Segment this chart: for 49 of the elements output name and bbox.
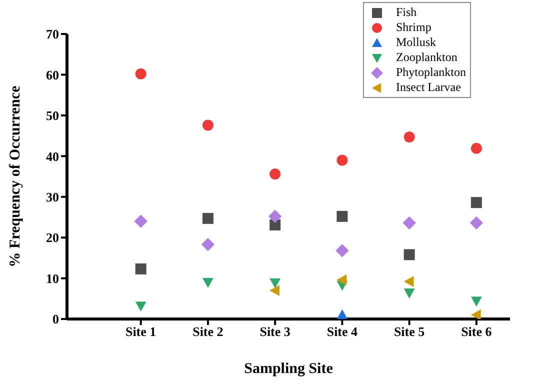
y-tick-label: 60 xyxy=(46,67,59,82)
x-tick-label: Site 6 xyxy=(461,324,492,340)
point xyxy=(202,278,214,288)
point xyxy=(336,244,349,258)
x-tick-label: Site 4 xyxy=(326,324,358,340)
y-tick-label: 50 xyxy=(46,108,59,124)
x-axis-title: Sampling Site xyxy=(244,361,334,377)
point xyxy=(470,142,482,154)
point xyxy=(135,263,146,274)
point xyxy=(470,296,482,307)
x-tick-label: Site 5 xyxy=(394,324,426,340)
point xyxy=(470,309,481,319)
legend-label: Mollusk xyxy=(396,35,436,50)
legend-label: Phytoplankton xyxy=(396,65,466,80)
point xyxy=(402,216,416,230)
legend-label: Insect Larvae xyxy=(396,80,461,95)
y-tick-label: 0 xyxy=(52,312,59,327)
y-axis-title: % Frequency of Occurrence xyxy=(7,85,24,268)
legend-label: Fish xyxy=(396,5,417,20)
point xyxy=(336,154,348,166)
point xyxy=(336,274,347,286)
point xyxy=(270,285,280,296)
point xyxy=(270,168,281,180)
point xyxy=(134,214,148,228)
y-tick-label: 30 xyxy=(46,189,59,204)
y-tick-label: 20 xyxy=(46,230,59,246)
point xyxy=(202,120,214,131)
y-tick-label: 10 xyxy=(46,270,59,286)
point xyxy=(404,288,415,298)
point xyxy=(404,276,414,288)
point xyxy=(336,309,348,319)
x-tick-label: Site 1 xyxy=(125,324,156,340)
point xyxy=(135,68,146,80)
x-tick-label: Site 2 xyxy=(192,324,224,340)
point xyxy=(404,132,415,143)
y-tick-label: 70 xyxy=(46,26,59,42)
legend-label: Shrimp xyxy=(396,20,432,35)
point xyxy=(470,197,482,208)
point xyxy=(202,212,214,224)
point xyxy=(270,278,281,288)
point xyxy=(470,216,484,230)
x-tick-label: Site 3 xyxy=(260,324,291,340)
point xyxy=(268,210,282,223)
point xyxy=(336,210,348,222)
y-tick-label: 40 xyxy=(46,148,59,164)
legend-label: Zooplankton xyxy=(396,50,458,65)
point xyxy=(201,238,215,252)
point xyxy=(135,302,146,312)
point xyxy=(404,249,415,260)
